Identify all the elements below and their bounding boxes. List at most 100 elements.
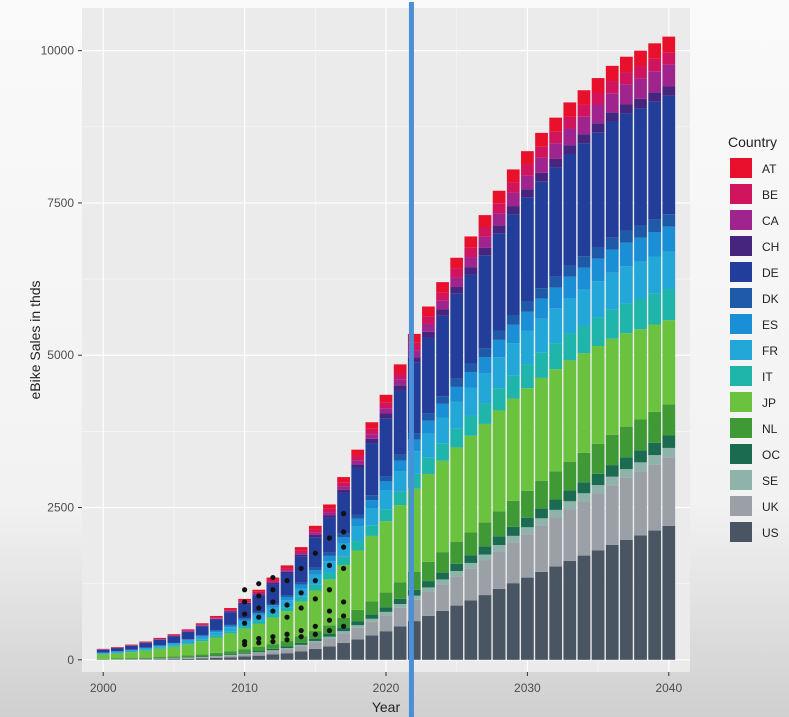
bar-segment-es-2026 (464, 371, 478, 388)
observed-point (312, 596, 318, 602)
bar-segment-ca-2038 (634, 78, 647, 99)
bar-segment-ch-2030 (521, 189, 534, 198)
bar-segment-uk-2013 (280, 649, 294, 654)
bar-segment-at-2035 (591, 78, 605, 93)
bar-segment-se-2037 (620, 469, 633, 478)
bar-segment-oc-2040 (662, 435, 676, 448)
bar-segment-it-2029 (506, 375, 520, 399)
bar-segment-ca-2039 (648, 71, 662, 93)
bar-segment-us-2029 (506, 583, 520, 660)
bar-segment-be-2012 (266, 579, 280, 582)
bar-segment-fr-2001 (110, 651, 124, 653)
bar-segment-se-2029 (506, 535, 520, 543)
bar-segment-at-2015 (308, 525, 322, 530)
bar-segment-oc-2008 (209, 655, 223, 657)
bar-segment-dk-2010 (238, 618, 251, 620)
bar-segment-uk-2033 (563, 509, 577, 561)
observed-point (326, 608, 333, 614)
bar-segment-de-2004 (153, 639, 167, 645)
bar-segment-dk-2036 (605, 237, 619, 250)
bar-segment-oc-2030 (521, 517, 534, 528)
bar-segment-jp-2009 (224, 633, 237, 652)
bar-segment-uk-2006 (181, 658, 195, 659)
legend-swatch-ca (730, 210, 752, 230)
bar-segment-be-2009 (224, 609, 237, 611)
bar-segment-oc-2039 (648, 442, 662, 456)
legend-label-uk: UK (762, 500, 779, 514)
bar-segment-nl-2010 (238, 649, 251, 653)
bar-segment-fr-2030 (521, 330, 534, 365)
bar-segment-it-2003 (139, 649, 152, 651)
bar-segment-uk-2029 (506, 542, 520, 584)
bar-segment-ca-2018 (351, 460, 365, 465)
bar-segment-se-2032 (549, 509, 563, 518)
bar-segment-dk-2018 (351, 514, 365, 519)
bar-segment-ch-2015 (308, 534, 322, 538)
y-tick-label: 7500 (47, 196, 74, 210)
legend: Country AT BE CA CH DE DK ES FR IT JP NL OC SE UK US (728, 134, 780, 542)
bar-segment-nl-2025 (450, 542, 464, 564)
x-tick-label: 2020 (373, 681, 400, 695)
bar-segment-us-2020 (379, 631, 393, 660)
bar-segment-jp-2036 (605, 338, 619, 435)
bar-segment-es-2008 (209, 630, 223, 633)
bar-segment-at-2026 (464, 236, 478, 248)
bar-segment-es-2039 (648, 232, 662, 257)
bar-segment-at-2004 (153, 637, 167, 639)
bar-segment-at-2028 (492, 190, 506, 204)
bar-segment-jp-2027 (478, 423, 492, 523)
bar-segment-de-2027 (478, 255, 492, 349)
observed-point (284, 637, 290, 643)
bar-segment-be-2021 (393, 372, 407, 380)
bar-segment-us-2011 (252, 655, 266, 660)
bar-segment-be-2032 (549, 131, 563, 144)
bar-segment-dk-2017 (337, 533, 350, 538)
bar-segment-ca-2029 (506, 192, 520, 207)
bar-segment-nl-2014 (294, 636, 308, 643)
observed-point (242, 599, 248, 605)
bar-segment-oc-2032 (549, 499, 563, 510)
observed-point (312, 578, 318, 584)
bar-segment-se-2025 (450, 571, 464, 577)
bar-segment-it-2026 (464, 415, 478, 436)
bar-segment-fr-2037 (620, 266, 633, 304)
legend-label-se: SE (762, 474, 778, 488)
bar-segment-at-2020 (379, 394, 393, 403)
bar-segment-be-2020 (379, 402, 393, 409)
bar-segment-dk-2016 (323, 552, 336, 556)
bar-segment-dk-2019 (365, 495, 379, 501)
observed-point (340, 613, 347, 619)
observed-point (298, 627, 304, 634)
bar-segment-it-2030 (521, 364, 534, 389)
bar-segment-ch-2009 (224, 611, 237, 613)
bar-segment-dk-2022 (407, 433, 421, 440)
bar-segment-be-2026 (464, 247, 478, 258)
observed-point (326, 562, 333, 568)
bar-segment-se-2020 (379, 611, 393, 616)
bar-segment-ca-2015 (308, 532, 322, 535)
bar-segment-de-2001 (110, 648, 124, 652)
bar-segment-us-2031 (535, 571, 548, 660)
bar-segment-us-2014 (294, 651, 308, 660)
bar-segment-jp-2010 (238, 628, 251, 650)
bar-segment-ca-2016 (323, 512, 336, 516)
legend-label-es: ES (762, 318, 778, 332)
bar-segment-es-2005 (167, 643, 181, 644)
bar-segment-at-2023 (422, 306, 435, 317)
bar-segment-at-2016 (323, 504, 336, 509)
bar-segment-fr-2025 (450, 401, 464, 429)
bar-segment-es-2012 (266, 605, 280, 608)
legend-swatch-it (730, 366, 752, 386)
bar-segment-uk-2018 (351, 627, 365, 640)
bar-segment-ch-2023 (422, 331, 435, 338)
bar-segment-it-2001 (110, 652, 124, 654)
bar-segment-uk-2005 (167, 658, 181, 660)
legend-label-jp: JP (762, 396, 776, 410)
bar-segment-be-2033 (563, 116, 577, 129)
bar-segment-be-2030 (521, 164, 534, 176)
bar-segment-oc-2028 (492, 536, 506, 546)
bar-segment-se-2021 (393, 604, 407, 608)
bar-segment-de-2000 (96, 649, 110, 653)
observed-point (326, 627, 333, 634)
bar-segment-ch-2021 (393, 385, 407, 391)
